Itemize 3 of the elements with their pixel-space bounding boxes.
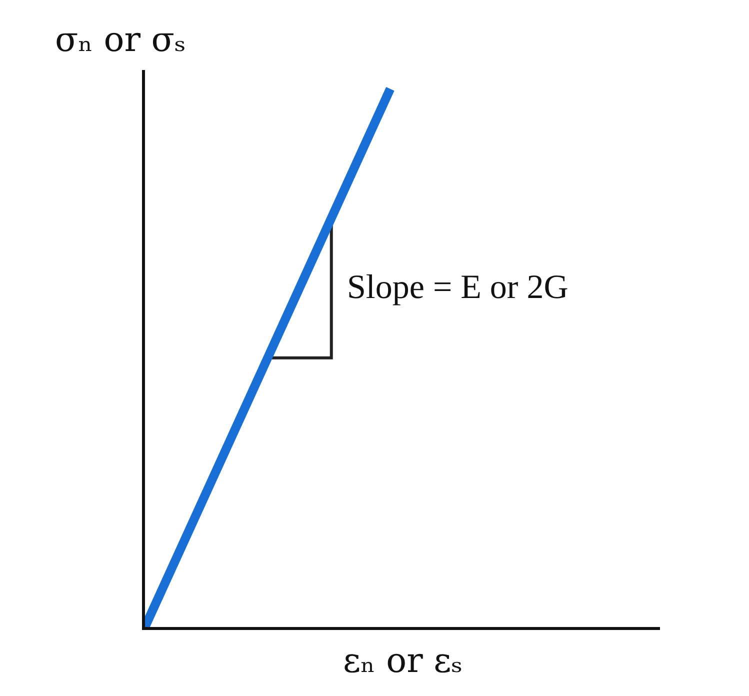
x-axis-title: εₙ or εₛ: [343, 641, 463, 681]
y-axis-title: σₙ or σₛ: [55, 20, 186, 60]
annotation: Slope = E or 2G: [347, 269, 568, 306]
